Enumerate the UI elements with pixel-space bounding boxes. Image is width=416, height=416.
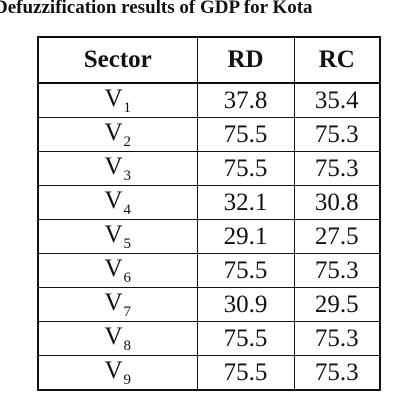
table-row: V1 37.8 35.4 — [37, 82, 381, 118]
rc-cell: 75.3 — [293, 117, 381, 152]
rc-cell: 75.3 — [293, 151, 381, 186]
header-row: Sector RD RC — [37, 36, 381, 84]
sector-cell: V5 — [37, 219, 198, 254]
rc-cell: 75.3 — [293, 355, 381, 391]
rc-cell: 75.3 — [293, 321, 381, 356]
rc-cell: 35.4 — [293, 82, 381, 118]
sector-cell: V2 — [37, 117, 198, 152]
rd-cell: 32.1 — [196, 185, 295, 220]
table-row: V7 30.9 29.5 — [37, 287, 381, 322]
sector-cell: V8 — [37, 321, 198, 356]
rd-cell: 75.5 — [196, 151, 295, 186]
header-rd: RD — [196, 36, 295, 84]
table-row: V9 75.5 75.3 — [37, 355, 381, 391]
rc-cell: 27.5 — [293, 219, 381, 254]
rd-cell: 30.9 — [196, 287, 295, 322]
table-row: V6 75.5 75.3 — [37, 253, 381, 288]
table-row: V8 75.5 75.3 — [37, 321, 381, 356]
sector-cell: V4 — [37, 185, 198, 220]
table-row: V4 32.1 30.8 — [37, 185, 381, 220]
header-sector: Sector — [37, 36, 198, 84]
sector-cell: V3 — [37, 151, 198, 186]
rd-cell: 75.5 — [196, 117, 295, 152]
defuzzification-table: Sector RD RC V1 37.8 35.4 V2 75.5 75.3 V… — [37, 36, 381, 391]
sector-cell: V7 — [37, 287, 198, 322]
sector-cell: V1 — [37, 82, 198, 118]
table-row: V2 75.5 75.3 — [37, 117, 381, 152]
rd-cell: 37.8 — [196, 82, 295, 118]
rd-cell: 75.5 — [196, 321, 295, 356]
sector-cell: V9 — [37, 355, 198, 391]
header-rc: RC — [293, 36, 381, 84]
rc-cell: 30.8 — [293, 185, 381, 220]
table-row: V3 75.5 75.3 — [37, 151, 381, 186]
rd-cell: 29.1 — [196, 219, 295, 254]
table-caption: Defuzzification results of GDP for Kota — [0, 0, 313, 18]
rd-cell: 75.5 — [196, 355, 295, 391]
rc-cell: 75.3 — [293, 253, 381, 288]
table-row: V5 29.1 27.5 — [37, 219, 381, 254]
sector-cell: V6 — [37, 253, 198, 288]
rd-cell: 75.5 — [196, 253, 295, 288]
rc-cell: 29.5 — [293, 287, 381, 322]
